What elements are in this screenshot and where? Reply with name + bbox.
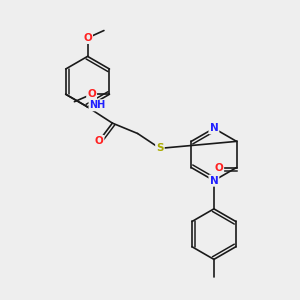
Text: S: S <box>156 143 164 153</box>
Text: O: O <box>87 89 96 99</box>
Text: N: N <box>209 123 218 133</box>
Text: O: O <box>83 33 92 43</box>
Text: NH: NH <box>89 100 106 110</box>
Text: N: N <box>209 176 218 186</box>
Text: O: O <box>94 136 103 146</box>
Text: O: O <box>214 163 223 172</box>
